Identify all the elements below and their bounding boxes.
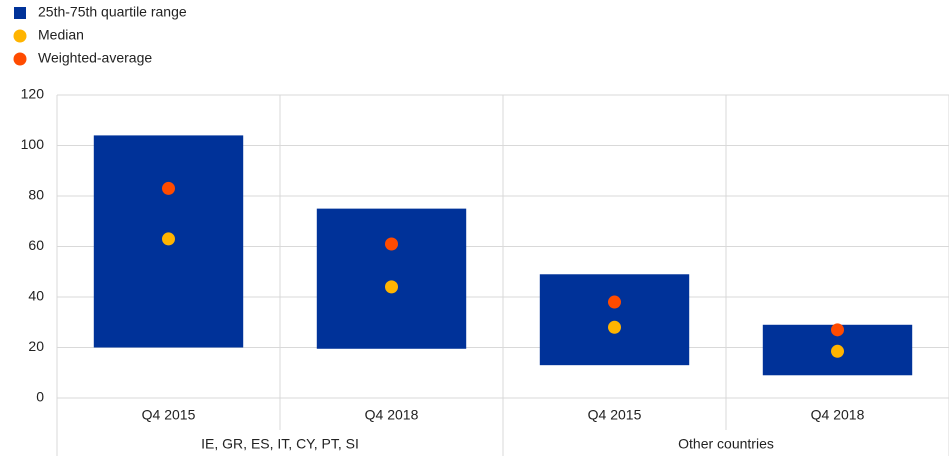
legend-label: 25th-75th quartile range bbox=[38, 4, 187, 20]
dot bbox=[162, 181, 175, 195]
dot bbox=[608, 320, 621, 334]
legend-label: Median bbox=[38, 27, 84, 43]
y-tick-label: 20 bbox=[28, 338, 44, 354]
dot bbox=[385, 280, 398, 294]
range-bar bbox=[539, 274, 690, 366]
y-tick-label: 100 bbox=[21, 136, 45, 152]
legend-swatch bbox=[13, 52, 27, 66]
range-bar bbox=[316, 208, 467, 349]
legend-swatch bbox=[13, 29, 27, 43]
x-tick-label: Q4 2018 bbox=[811, 407, 865, 423]
x-tick-label: Q4 2015 bbox=[142, 407, 196, 423]
group-label: IE, GR, ES, IT, CY, PT, SI bbox=[201, 436, 359, 452]
x-tick-label: Q4 2018 bbox=[365, 407, 419, 423]
x-tick-label: Q4 2015 bbox=[588, 407, 642, 423]
dot bbox=[831, 344, 844, 358]
legend-swatch bbox=[14, 7, 26, 19]
dot bbox=[385, 237, 398, 251]
y-tick-label: 60 bbox=[28, 237, 44, 253]
y-tick-label: 40 bbox=[28, 288, 44, 304]
y-tick-label: 120 bbox=[21, 86, 45, 102]
group-label: Other countries bbox=[678, 436, 774, 452]
dot bbox=[162, 232, 175, 246]
dot bbox=[831, 323, 844, 337]
y-tick-label: 0 bbox=[36, 389, 44, 405]
y-tick-label: 80 bbox=[28, 187, 44, 203]
legend-label: Weighted-average bbox=[38, 50, 152, 66]
dot bbox=[608, 295, 621, 309]
